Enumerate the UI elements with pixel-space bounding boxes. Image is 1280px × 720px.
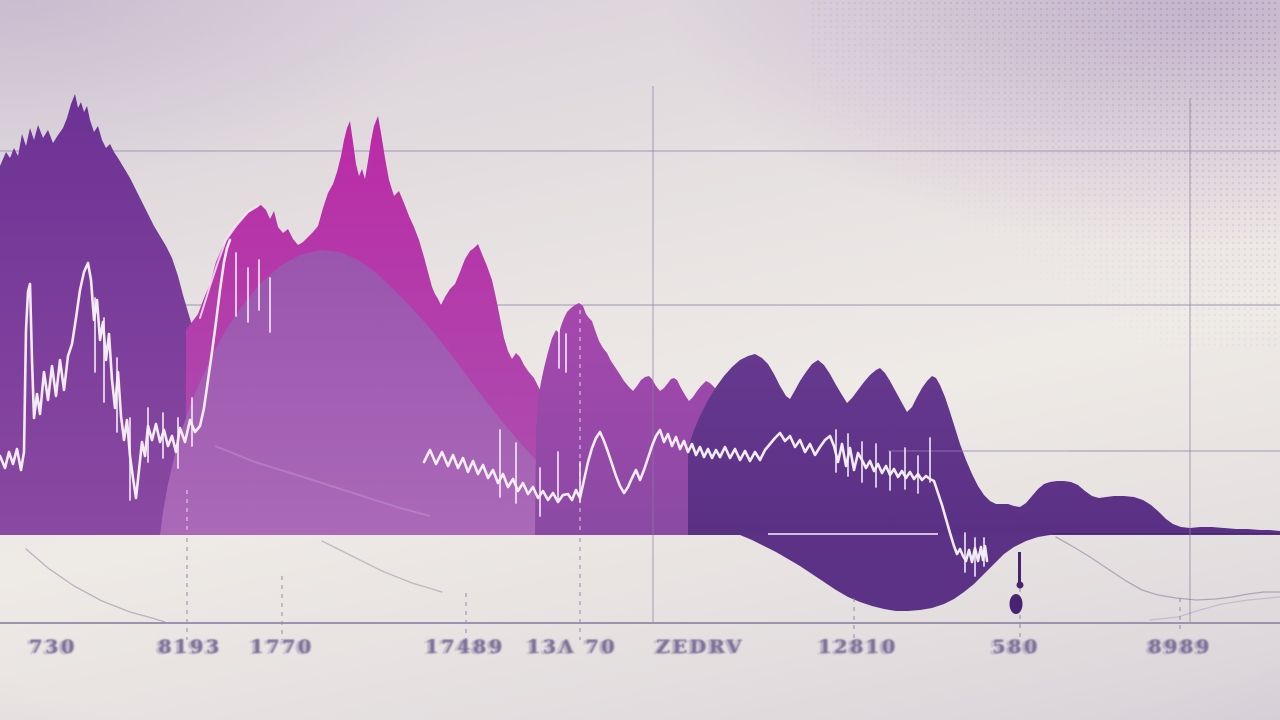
- droplet-dot: [1016, 581, 1024, 589]
- price-line: [718, 431, 989, 564]
- droplet-teardrop: [1009, 594, 1023, 614]
- right-decline-curve: [1055, 536, 1280, 601]
- right-corner-steps: [1149, 596, 1280, 621]
- price-line: [0, 238, 232, 500]
- mid-sharp-peaks: [535, 303, 720, 535]
- dark-right-range: [688, 354, 1280, 535]
- price-line: [422, 428, 722, 504]
- inner-light-streak: [214, 445, 431, 517]
- left-fade-curve: [25, 548, 166, 623]
- below-baseline-area: [740, 535, 1050, 611]
- ridge-highlight: [199, 205, 259, 319]
- mid-diagonal-line: [321, 540, 443, 593]
